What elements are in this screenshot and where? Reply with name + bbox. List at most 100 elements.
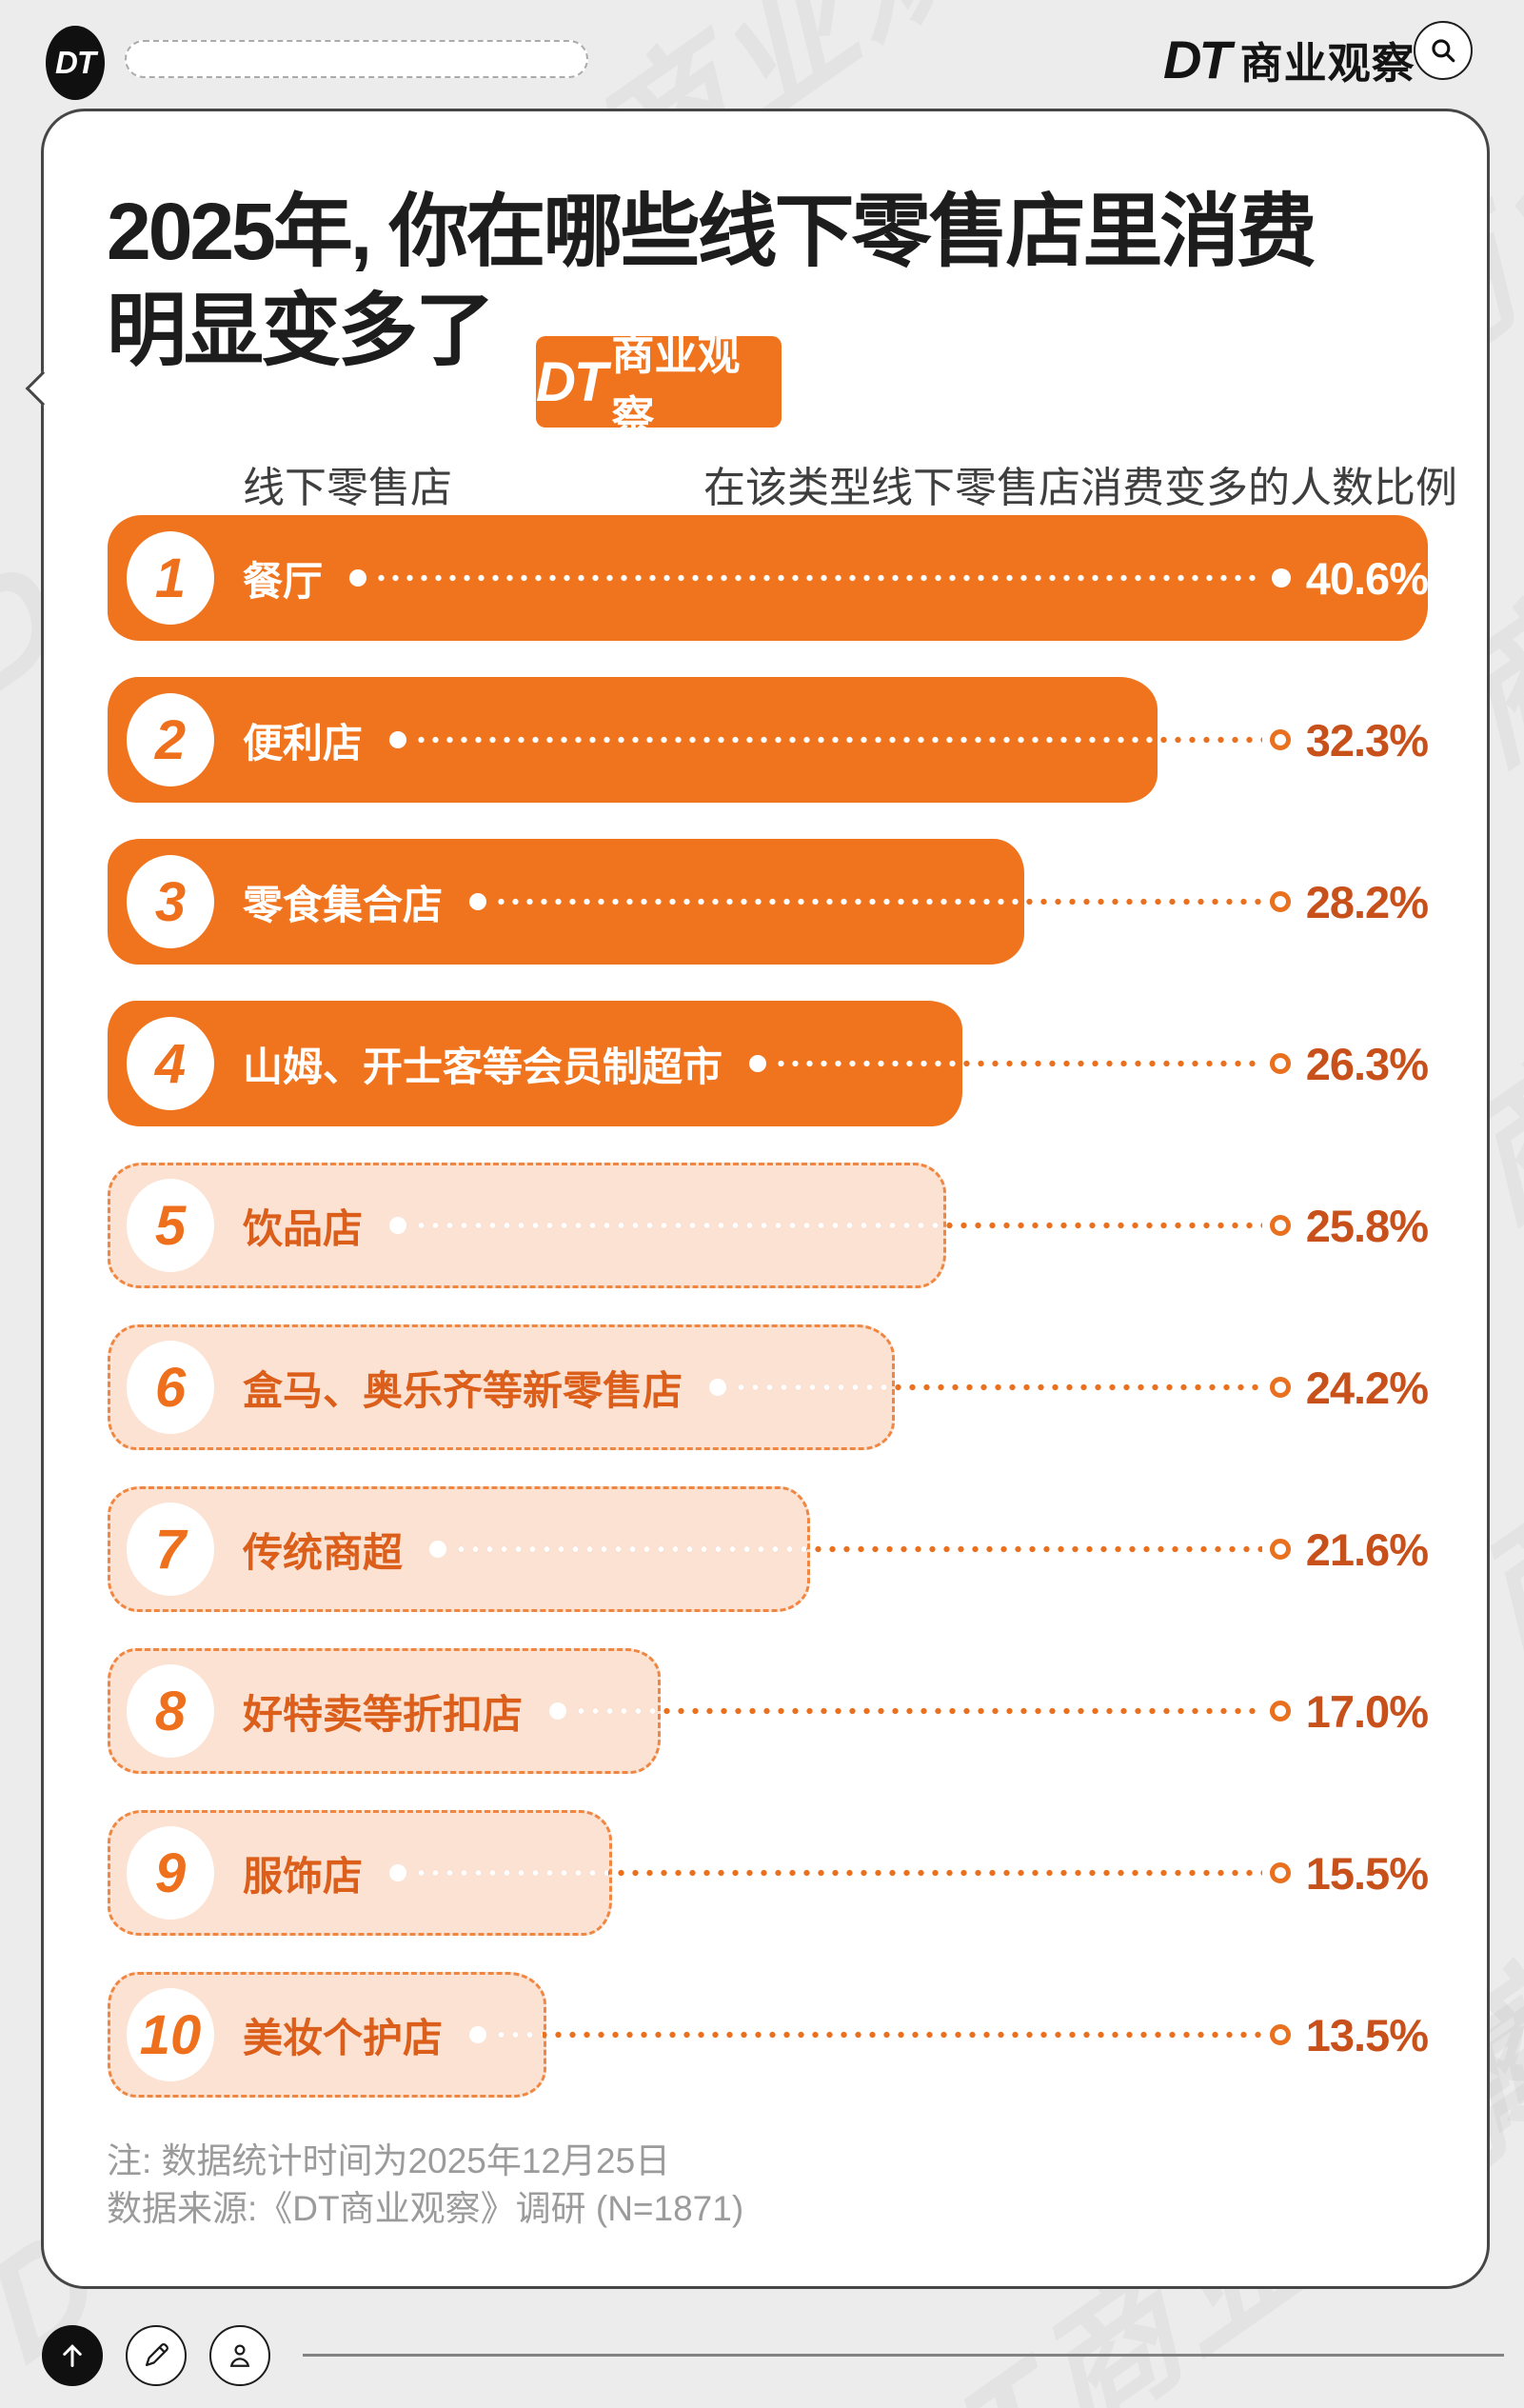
- person-icon: [229, 2344, 250, 2367]
- pencil-icon: [145, 2343, 168, 2367]
- store-label: 好特卖等折扣店: [243, 1691, 524, 1737]
- chart-card: 2025年, 你在哪些线下零售店里消费 明显变多了 DT 商业观察 线下零售店 …: [25, 109, 1490, 2289]
- footnote-date: 注: 数据统计时间为2025年12月25日: [107, 2141, 671, 2180]
- leader-dots-white: [574, 1706, 658, 1716]
- chart-title-line2: 明显变多了: [107, 286, 495, 375]
- value-label: 25.8%: [1305, 1200, 1429, 1251]
- leader-end-dot: [1269, 891, 1291, 912]
- leader-end-dot: [1271, 568, 1291, 587]
- bar-content: 9 服饰店 15.5%: [108, 1810, 1429, 1936]
- brand-badge-text: 商业观察: [611, 330, 741, 441]
- bar-content: 2 便利店 32.3%: [108, 677, 1429, 803]
- leader-end-dot: [1269, 1377, 1291, 1398]
- bar-content: 10 美妆个护店 13.5%: [108, 1972, 1429, 2098]
- leader-line: [414, 735, 1262, 745]
- leader-line: [494, 897, 1262, 906]
- value-label: 28.2%: [1305, 876, 1429, 927]
- leader-dots-white: [414, 1868, 609, 1878]
- brand-name-text: 商业观察: [1239, 39, 1415, 88]
- leader-end-dot: [1269, 1701, 1291, 1721]
- card-notch: [25, 370, 61, 407]
- rank-circle: 3: [127, 855, 214, 948]
- store-label: 传统商超: [243, 1529, 404, 1575]
- chart-row: 3 零食集合店 28.2%: [108, 839, 1429, 965]
- value-label: 32.3%: [1305, 714, 1429, 766]
- bar-content: 1 餐厅 40.6%: [108, 515, 1429, 641]
- leader-dots-orange: [774, 1059, 1262, 1068]
- rank-number: 7: [154, 1518, 187, 1581]
- footnotes: 注: 数据统计时间为2025年12月25日 数据来源:《DT商业观察》调研 (N…: [107, 2138, 743, 2233]
- chart-rows: 1 餐厅 40.6% 2 便利店 32.3% 3 零食集合店 28.2% 4 山姆、开士客等会员制超…: [108, 515, 1429, 2134]
- leader-end-dot: [1269, 1215, 1291, 1236]
- search-icon[interactable]: [1414, 21, 1473, 80]
- store-label: 美妆个护店: [243, 2015, 444, 2060]
- leader-start-dot: [349, 569, 367, 587]
- leader-start-dot: [429, 1541, 447, 1558]
- brand-badge: DT 商业观察: [536, 330, 782, 441]
- chart-title: 2025年, 你在哪些线下零售店里消费 明显变多了: [107, 182, 1317, 380]
- column-header-ratio: 在该类型线下零售店消费变多的人数比例: [703, 465, 1457, 511]
- value-label: 24.2%: [1305, 1362, 1429, 1413]
- store-label: 饮品店: [243, 1205, 364, 1251]
- value-label: 15.5%: [1305, 1847, 1429, 1899]
- bar-content: 7 传统商超 21.6%: [108, 1486, 1429, 1612]
- value-label: 26.3%: [1305, 1038, 1429, 1089]
- rank-circle: 6: [127, 1341, 214, 1434]
- profile-button[interactable]: [209, 2325, 270, 2386]
- rank-circle: 1: [127, 531, 214, 625]
- value-label: 13.5%: [1305, 2009, 1429, 2060]
- brand-badge-dt: DT: [536, 350, 607, 413]
- store-label: 山姆、开士客等会员制超市: [243, 1044, 723, 1089]
- bar-content: 4 山姆、开士客等会员制超市 26.3%: [108, 1001, 1429, 1126]
- chart-row: 9 服饰店 15.5%: [108, 1810, 1429, 1936]
- rank-number: 1: [154, 547, 187, 609]
- leader-line: [454, 1544, 1262, 1554]
- leader-dots-orange: [574, 1706, 1262, 1716]
- value-label: 21.6%: [1305, 1523, 1429, 1575]
- leader-dots-orange: [454, 1544, 1262, 1554]
- rank-number: 4: [154, 1032, 187, 1095]
- chart-row: 6 盒马、奥乐齐等新零售店 24.2%: [108, 1324, 1429, 1450]
- store-label: 便利店: [243, 720, 364, 766]
- leader-start-dot: [709, 1379, 727, 1396]
- chart-row: 2 便利店 32.3%: [108, 677, 1429, 803]
- store-label: 餐厅: [243, 558, 324, 604]
- search-bar[interactable]: [125, 40, 588, 78]
- bar-content: 5 饮品店 25.8%: [108, 1163, 1429, 1288]
- leader-dots-white: [454, 1544, 807, 1554]
- column-header-store: 线下零售店: [243, 465, 452, 511]
- leader-end-dot: [1269, 729, 1291, 750]
- edit-button[interactable]: [126, 2325, 187, 2386]
- bar-content: 3 零食集合店 28.2%: [108, 839, 1429, 965]
- leader-dots-white: [414, 1221, 943, 1230]
- chart-row: 7 传统商超 21.6%: [108, 1486, 1429, 1612]
- rank-circle: 5: [127, 1179, 214, 1272]
- leader-dots-white: [774, 1059, 960, 1068]
- scroll-top-button[interactable]: [42, 2325, 103, 2386]
- leader-dots-white: [374, 573, 1263, 583]
- chart-row: 10 美妆个护店 13.5%: [108, 1972, 1429, 2098]
- leader-start-dot: [469, 2026, 487, 2043]
- leader-start-dot: [389, 1864, 407, 1881]
- footnote-source: 数据来源:《DT商业观察》调研 (N=1871): [107, 2189, 744, 2228]
- leader-start-dot: [749, 1055, 767, 1072]
- rank-circle: 8: [127, 1664, 214, 1758]
- leader-line: [734, 1383, 1262, 1392]
- chart-row: 5 饮品店 25.8%: [108, 1163, 1429, 1288]
- leader-start-dot: [389, 1217, 407, 1234]
- rank-circle: 10: [127, 1988, 214, 2081]
- divider: [303, 2354, 1504, 2357]
- store-label: 盒马、奥乐齐等新零售店: [243, 1367, 683, 1413]
- rank-circle: 2: [127, 693, 214, 786]
- leader-start-dot: [389, 731, 407, 748]
- leader-dots-white: [494, 897, 1021, 906]
- rank-circle: 9: [127, 1826, 214, 1920]
- leader-line: [774, 1059, 1262, 1068]
- dt-logo: DT: [46, 26, 105, 100]
- rank-number: 5: [154, 1194, 187, 1257]
- brand-dt-text: DT: [1163, 30, 1232, 90]
- chart-row: 4 山姆、开士客等会员制超市 26.3%: [108, 1001, 1429, 1126]
- rank-number: 9: [154, 1841, 187, 1904]
- rank-number: 8: [154, 1680, 187, 1742]
